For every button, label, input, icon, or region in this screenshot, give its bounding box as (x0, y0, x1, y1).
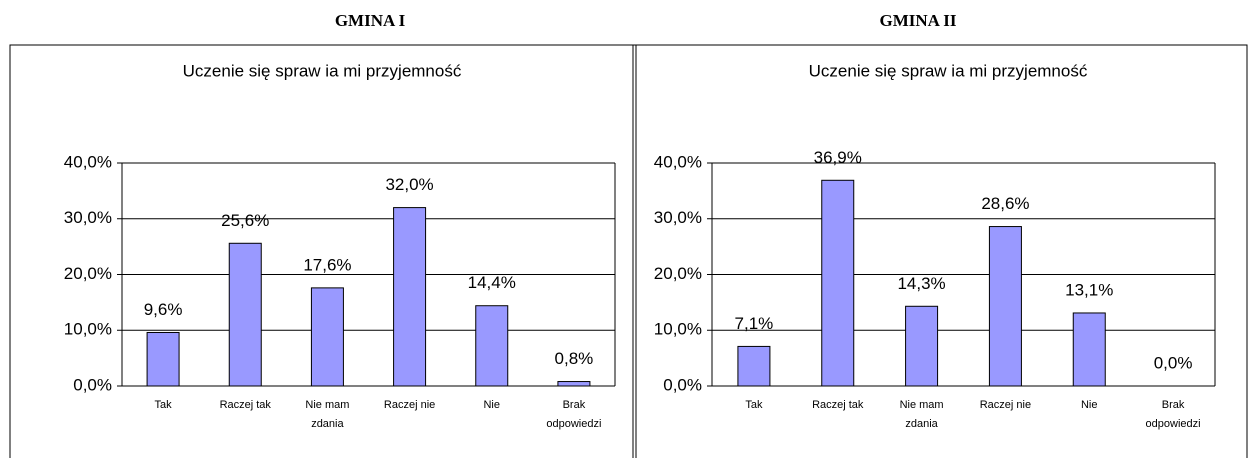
x-tick-holder: Tak (745, 399, 763, 411)
value-label: 0,8% (555, 349, 594, 368)
x-tick-label: Tak (154, 399, 172, 411)
bar (475, 305, 509, 387)
y-tick-label: 40,0% (64, 152, 112, 171)
bar (393, 207, 427, 387)
x-tick-holder: Raczej nie (383, 399, 436, 411)
bar (905, 305, 939, 387)
x-tick-label: Nie (1080, 399, 1098, 411)
x-tick-holder: Tak (154, 399, 172, 411)
value-label: 7,1% (735, 314, 774, 333)
value-label: 25,6% (221, 211, 269, 230)
bar (310, 287, 344, 387)
bar (821, 179, 855, 387)
y-tick-label: 20,0% (64, 264, 112, 283)
x-tick-label: Nie mam zdania (899, 399, 944, 430)
x-tick-label: Nie mam zdania (305, 399, 350, 430)
y-tick-label: 10,0% (64, 320, 112, 339)
bar (737, 345, 771, 387)
x-tick-label: Brak odpowiedzi (1145, 399, 1201, 430)
bar (146, 331, 180, 387)
value-label: 17,6% (303, 255, 351, 274)
value-label: 0,0% (1154, 353, 1193, 372)
y-tick-label: 0,0% (663, 375, 702, 394)
bar (557, 381, 591, 387)
x-tick-holder: Raczej tak (219, 399, 271, 411)
x-tick-holder: Brak odpowiedzi (546, 399, 602, 430)
panel-heading: GMINA II (880, 11, 957, 30)
x-tick-label: Tak (745, 399, 763, 411)
chart-title: Uczenie się spraw ia mi przyjemność (809, 61, 1088, 80)
x-tick-holder: Raczej nie (979, 399, 1032, 411)
y-tick-label: 40,0% (654, 152, 702, 171)
y-tick-label: 30,0% (654, 208, 702, 227)
x-tick-holder: Nie mam zdania (305, 399, 350, 430)
x-tick-label: Raczej tak (812, 399, 864, 411)
x-tick-label: Brak odpowiedzi (546, 399, 602, 430)
value-label: 28,6% (981, 194, 1029, 213)
x-tick-holder: Raczej tak (812, 399, 864, 411)
value-label: 14,4% (468, 273, 516, 292)
y-tick-label: 20,0% (654, 264, 702, 283)
panel-border (632, 44, 1248, 458)
x-tick-label: Raczej nie (383, 399, 436, 411)
x-tick-label: Nie (483, 399, 500, 411)
x-tick-holder: Brak odpowiedzi (1145, 399, 1201, 430)
x-tick-label: Raczej nie (979, 399, 1032, 411)
panel-heading: GMINA I (335, 11, 406, 30)
y-tick-label: 10,0% (654, 320, 702, 339)
bar (988, 226, 1022, 387)
value-label: 32,0% (385, 175, 433, 194)
y-tick-label: 0,0% (73, 375, 112, 394)
x-tick-holder: Nie mam zdania (899, 399, 944, 430)
y-tick-label: 30,0% (64, 208, 112, 227)
bar (228, 242, 262, 387)
value-label: 36,9% (814, 148, 862, 167)
value-label: 14,3% (897, 274, 945, 293)
value-label: 9,6% (144, 300, 183, 319)
chart-title: Uczenie się spraw ia mi przyjemność (183, 61, 462, 80)
bar (1072, 312, 1106, 387)
x-tick-label: Raczej tak (219, 399, 271, 411)
x-tick-holder: Nie (1080, 399, 1098, 411)
value-label: 13,1% (1065, 280, 1113, 299)
x-tick-holder: Nie (483, 399, 500, 411)
